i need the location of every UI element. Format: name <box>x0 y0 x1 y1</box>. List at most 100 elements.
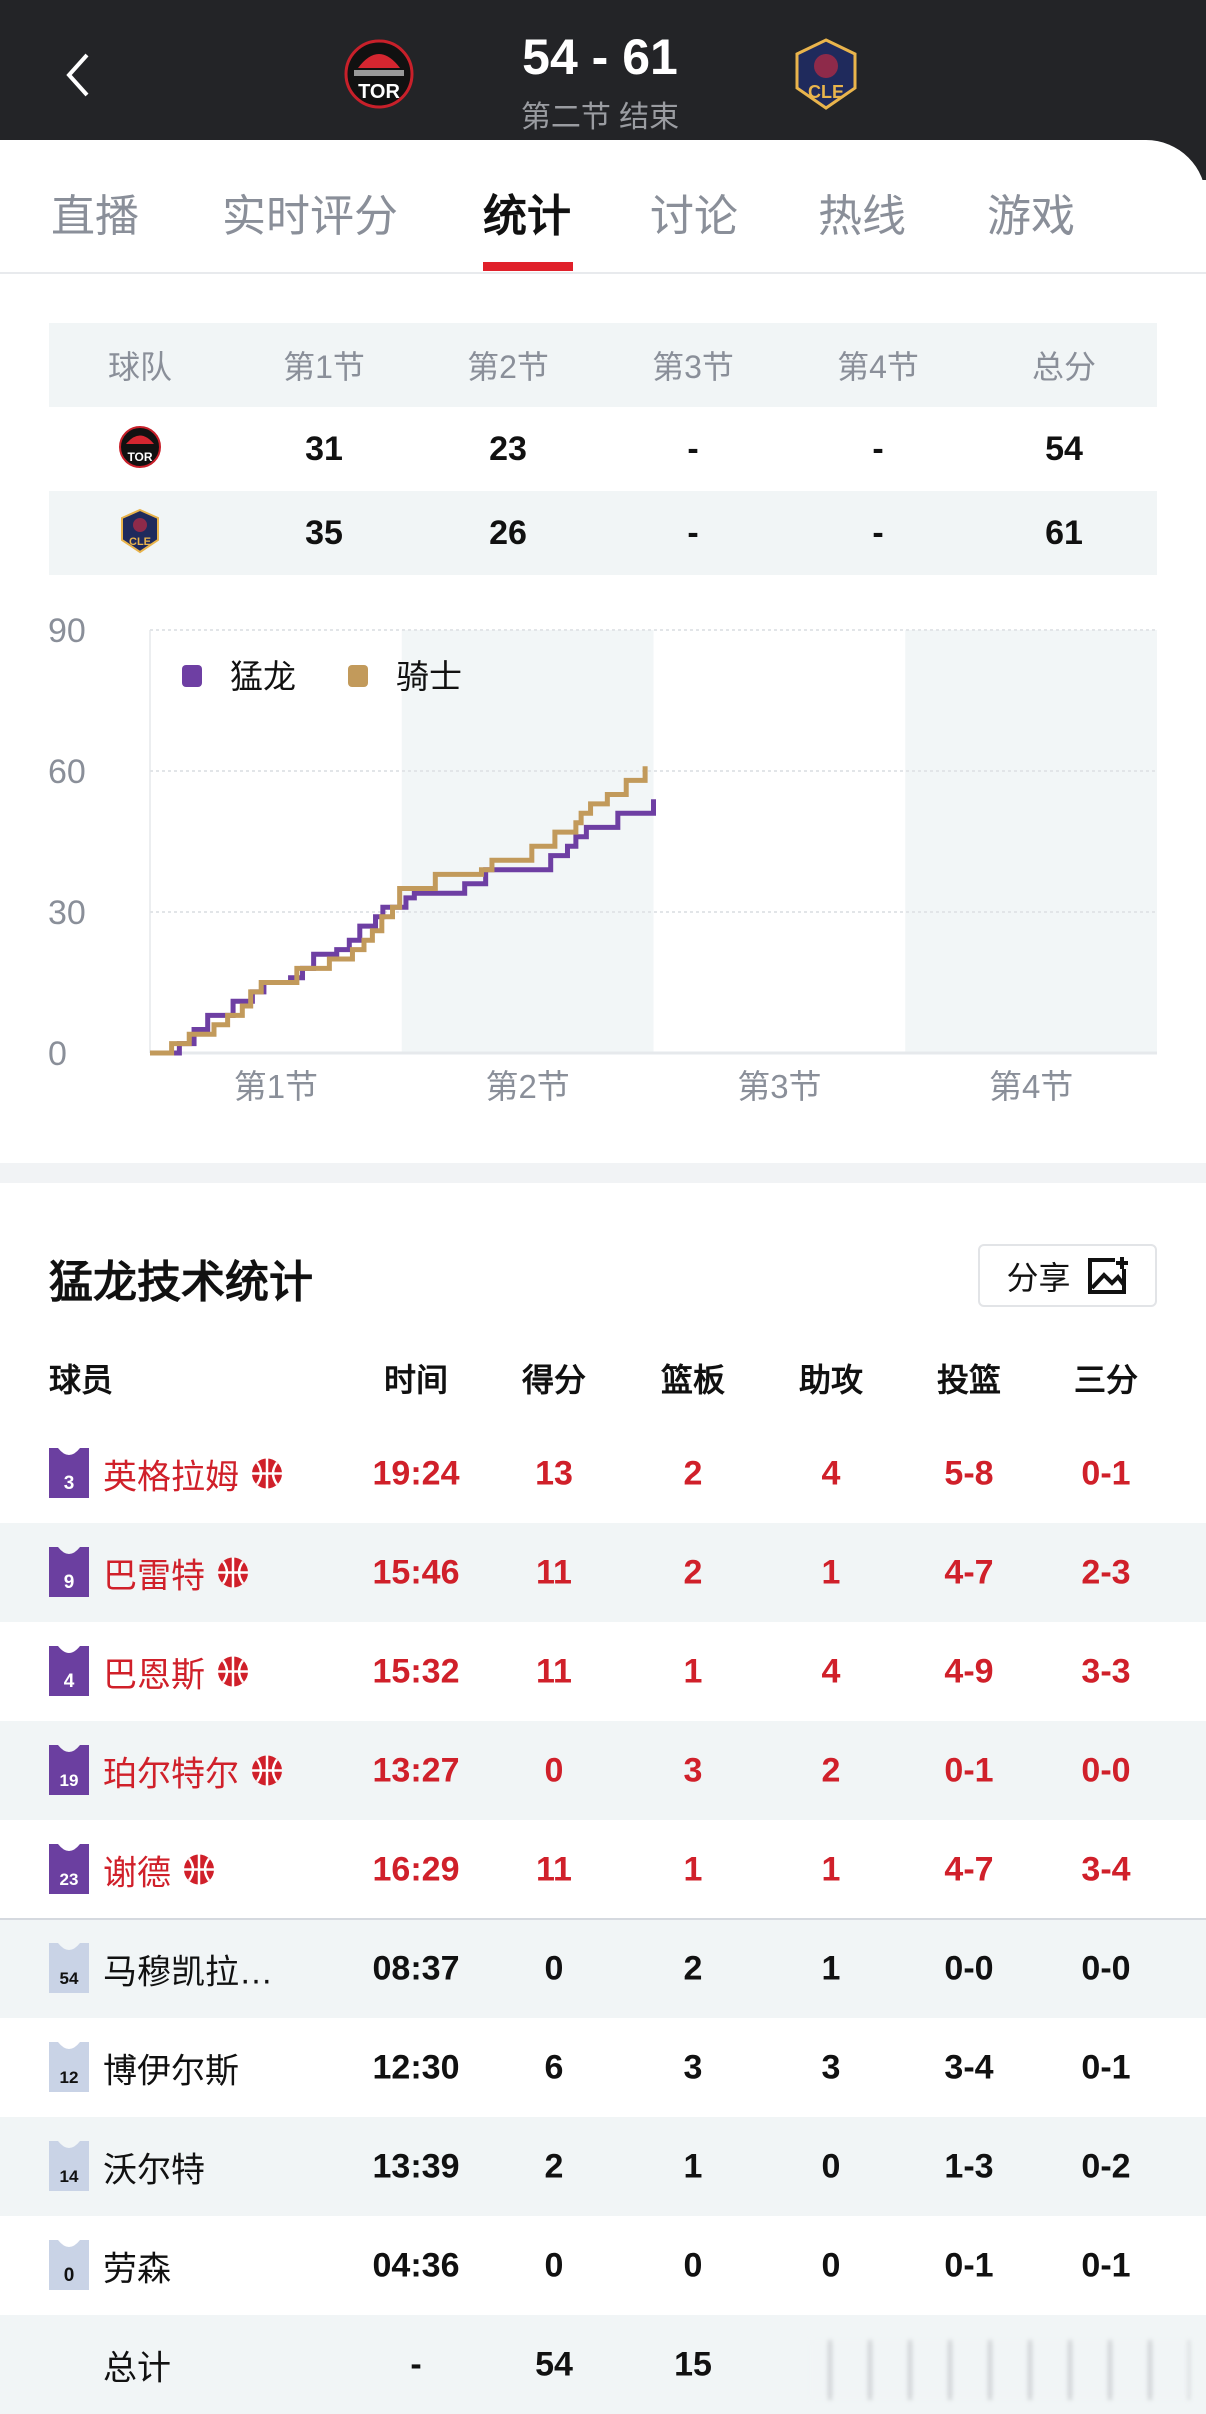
stat-3pt: 0-0 <box>1081 1751 1131 1789</box>
player-name[interactable]: 马穆凯拉… <box>103 1944 273 1993</box>
stat-assists: 2 <box>821 1751 841 1789</box>
player-row[interactable]: 14 沃尔特 13:39 2 1 0 1-3 0-2 <box>0 2117 1206 2216</box>
tab-discussion[interactable]: 讨论 <box>650 192 738 241</box>
stat-3pt: 0-1 <box>1081 2048 1131 2086</box>
stat-fg: 5-8 <box>944 1454 994 1492</box>
svg-text:19: 19 <box>60 1771 79 1790</box>
col-fg: 投篮 <box>936 1362 1002 1398</box>
col-assists: 助攻 <box>798 1362 864 1398</box>
stat-minutes: 13:27 <box>372 1751 460 1789</box>
player-name-text: 谢德 <box>103 1854 171 1892</box>
stat-assists: 3 <box>821 2048 841 2086</box>
player-row[interactable]: 9 巴雷特 15:46 11 2 1 4-7 2-3 <box>0 1523 1206 1622</box>
player-name[interactable]: 英格拉姆 <box>103 1449 283 1498</box>
chevron-left-icon <box>66 53 89 97</box>
y-tick-label: 60 <box>48 753 86 791</box>
stat-rebounds: 2 <box>683 1454 703 1492</box>
tab-ratings[interactable]: 实时评分 <box>222 192 398 241</box>
stat-3pt: 2-3 <box>1081 1553 1131 1591</box>
tor-logo-small: TOR <box>118 425 162 474</box>
quarter-row-cle: CLE 35 26 - - 61 <box>49 491 1157 575</box>
legend-swatch-raptors <box>182 665 202 687</box>
x-tick-label: 第4节 <box>989 1068 1073 1105</box>
tor-total: 54 <box>1045 429 1083 468</box>
col-points: 得分 <box>521 1362 587 1398</box>
svg-text:TOR: TOR <box>358 81 400 103</box>
svg-text:23: 23 <box>60 1870 79 1889</box>
jersey-icon: 14 <box>49 2141 89 2191</box>
starter-basketball-icon <box>218 1557 248 1588</box>
stat-rebounds: 3 <box>683 2048 703 2086</box>
stat-fg: 0-0 <box>944 1949 994 1987</box>
tab-hotline[interactable]: 热线 <box>818 192 906 241</box>
player-name[interactable]: 巴雷特 <box>103 1548 249 1597</box>
legend-swatch-cavaliers <box>348 665 368 687</box>
jersey-icon: 4 <box>49 1646 89 1696</box>
player-row[interactable]: 23 谢德 16:29 11 1 1 4-7 3-4 <box>0 1820 1206 1919</box>
legend-label-cavaliers: 骑士 <box>396 658 462 695</box>
x-tick-label: 第3节 <box>737 1068 821 1105</box>
player-row[interactable]: 12 博伊尔斯 12:30 6 3 3 3-4 0-1 <box>0 2018 1206 2117</box>
starter-basketball-icon <box>184 1854 214 1885</box>
x-tick-label: 第2节 <box>485 1068 569 1105</box>
total-label: 总计 <box>103 2349 171 2387</box>
back-button[interactable] <box>55 45 105 105</box>
player-name[interactable]: 珀尔特尔 <box>103 1746 283 1795</box>
stat-points: 13 <box>535 1454 573 1492</box>
share-button[interactable]: 分享 <box>978 1244 1157 1307</box>
stat-3pt: 3-4 <box>1081 1850 1131 1888</box>
stat-minutes: 15:46 <box>372 1553 460 1591</box>
x-tick-label: 第1节 <box>234 1068 318 1105</box>
player-row[interactable]: 54 马穆凯拉… 08:37 0 2 1 0-0 0-0 <box>0 1919 1206 2018</box>
col-q3: 第3节 <box>652 349 734 385</box>
tab-live[interactable]: 直播 <box>51 192 139 241</box>
active-tab-indicator <box>483 262 573 271</box>
player-name[interactable]: 巴恩斯 <box>103 1647 249 1696</box>
svg-text:TOR: TOR <box>127 450 152 464</box>
home-team-logo[interactable]: TOR <box>344 38 414 110</box>
player-name[interactable]: 博伊尔斯 <box>103 2043 239 2092</box>
jersey-icon: 0 <box>49 2240 89 2290</box>
svg-text:4: 4 <box>64 1671 75 1692</box>
stat-points: 0 <box>544 1949 564 1987</box>
game-status: 第二节 结束 <box>520 101 680 134</box>
player-row[interactable]: 19 珀尔特尔 13:27 0 3 2 0-1 0-0 <box>0 1721 1206 1820</box>
watermark-blur <box>810 2340 1190 2400</box>
stat-points: 11 <box>536 1553 572 1591</box>
stat-fg: 0-1 <box>944 2246 994 2284</box>
player-name[interactable]: 劳森 <box>103 2241 171 2290</box>
score-progression-chart: 0 30 60 90 第1节 第2节 第3节 第4节 猛龙 骑士 <box>48 612 1157 1105</box>
stat-rebounds: 3 <box>683 1751 703 1789</box>
cle-logo-small: CLE <box>120 508 160 559</box>
svg-text:9: 9 <box>64 1572 75 1593</box>
player-row[interactable]: 0 劳森 04:36 0 0 0 0-1 0-1 <box>0 2216 1206 2315</box>
total-minutes: - <box>410 2345 422 2383</box>
player-name[interactable]: 谢德 <box>103 1845 215 1894</box>
cle-q4: - <box>872 513 884 552</box>
tor-q1: 31 <box>305 429 343 468</box>
svg-text:0: 0 <box>64 2265 75 2286</box>
stat-fg: 1-3 <box>944 2147 994 2185</box>
stat-minutes: 16:29 <box>372 1850 460 1888</box>
player-row[interactable]: 4 巴恩斯 15:32 11 1 4 4-9 3-3 <box>0 1622 1206 1721</box>
stat-fg: 4-7 <box>944 1850 994 1888</box>
stat-points: 2 <box>544 2147 564 2185</box>
cle-q2: 26 <box>489 513 527 552</box>
stat-rebounds: 2 <box>683 1553 703 1591</box>
stat-points: 11 <box>536 1652 572 1690</box>
player-name-text: 巴恩斯 <box>103 1656 205 1694</box>
tab-games[interactable]: 游戏 <box>987 192 1075 241</box>
player-row[interactable]: 3 英格拉姆 19:24 13 2 4 5-8 0-1 <box>0 1424 1206 1523</box>
stat-minutes: 13:39 <box>372 2147 460 2185</box>
starter-basketball-icon <box>218 1656 248 1687</box>
svg-text:3: 3 <box>64 1473 75 1494</box>
player-name[interactable]: 沃尔特 <box>103 2142 205 2191</box>
away-team-logo[interactable]: CLE <box>793 38 859 110</box>
tab-stats[interactable]: 统计 <box>483 192 571 241</box>
stat-points: 6 <box>544 2048 564 2086</box>
stat-assists: 0 <box>821 2246 841 2284</box>
section-separator <box>0 1163 1206 1183</box>
tor-q2: 23 <box>489 429 527 468</box>
player-name-text: 巴雷特 <box>103 1557 205 1595</box>
cle-q3: - <box>687 513 699 552</box>
